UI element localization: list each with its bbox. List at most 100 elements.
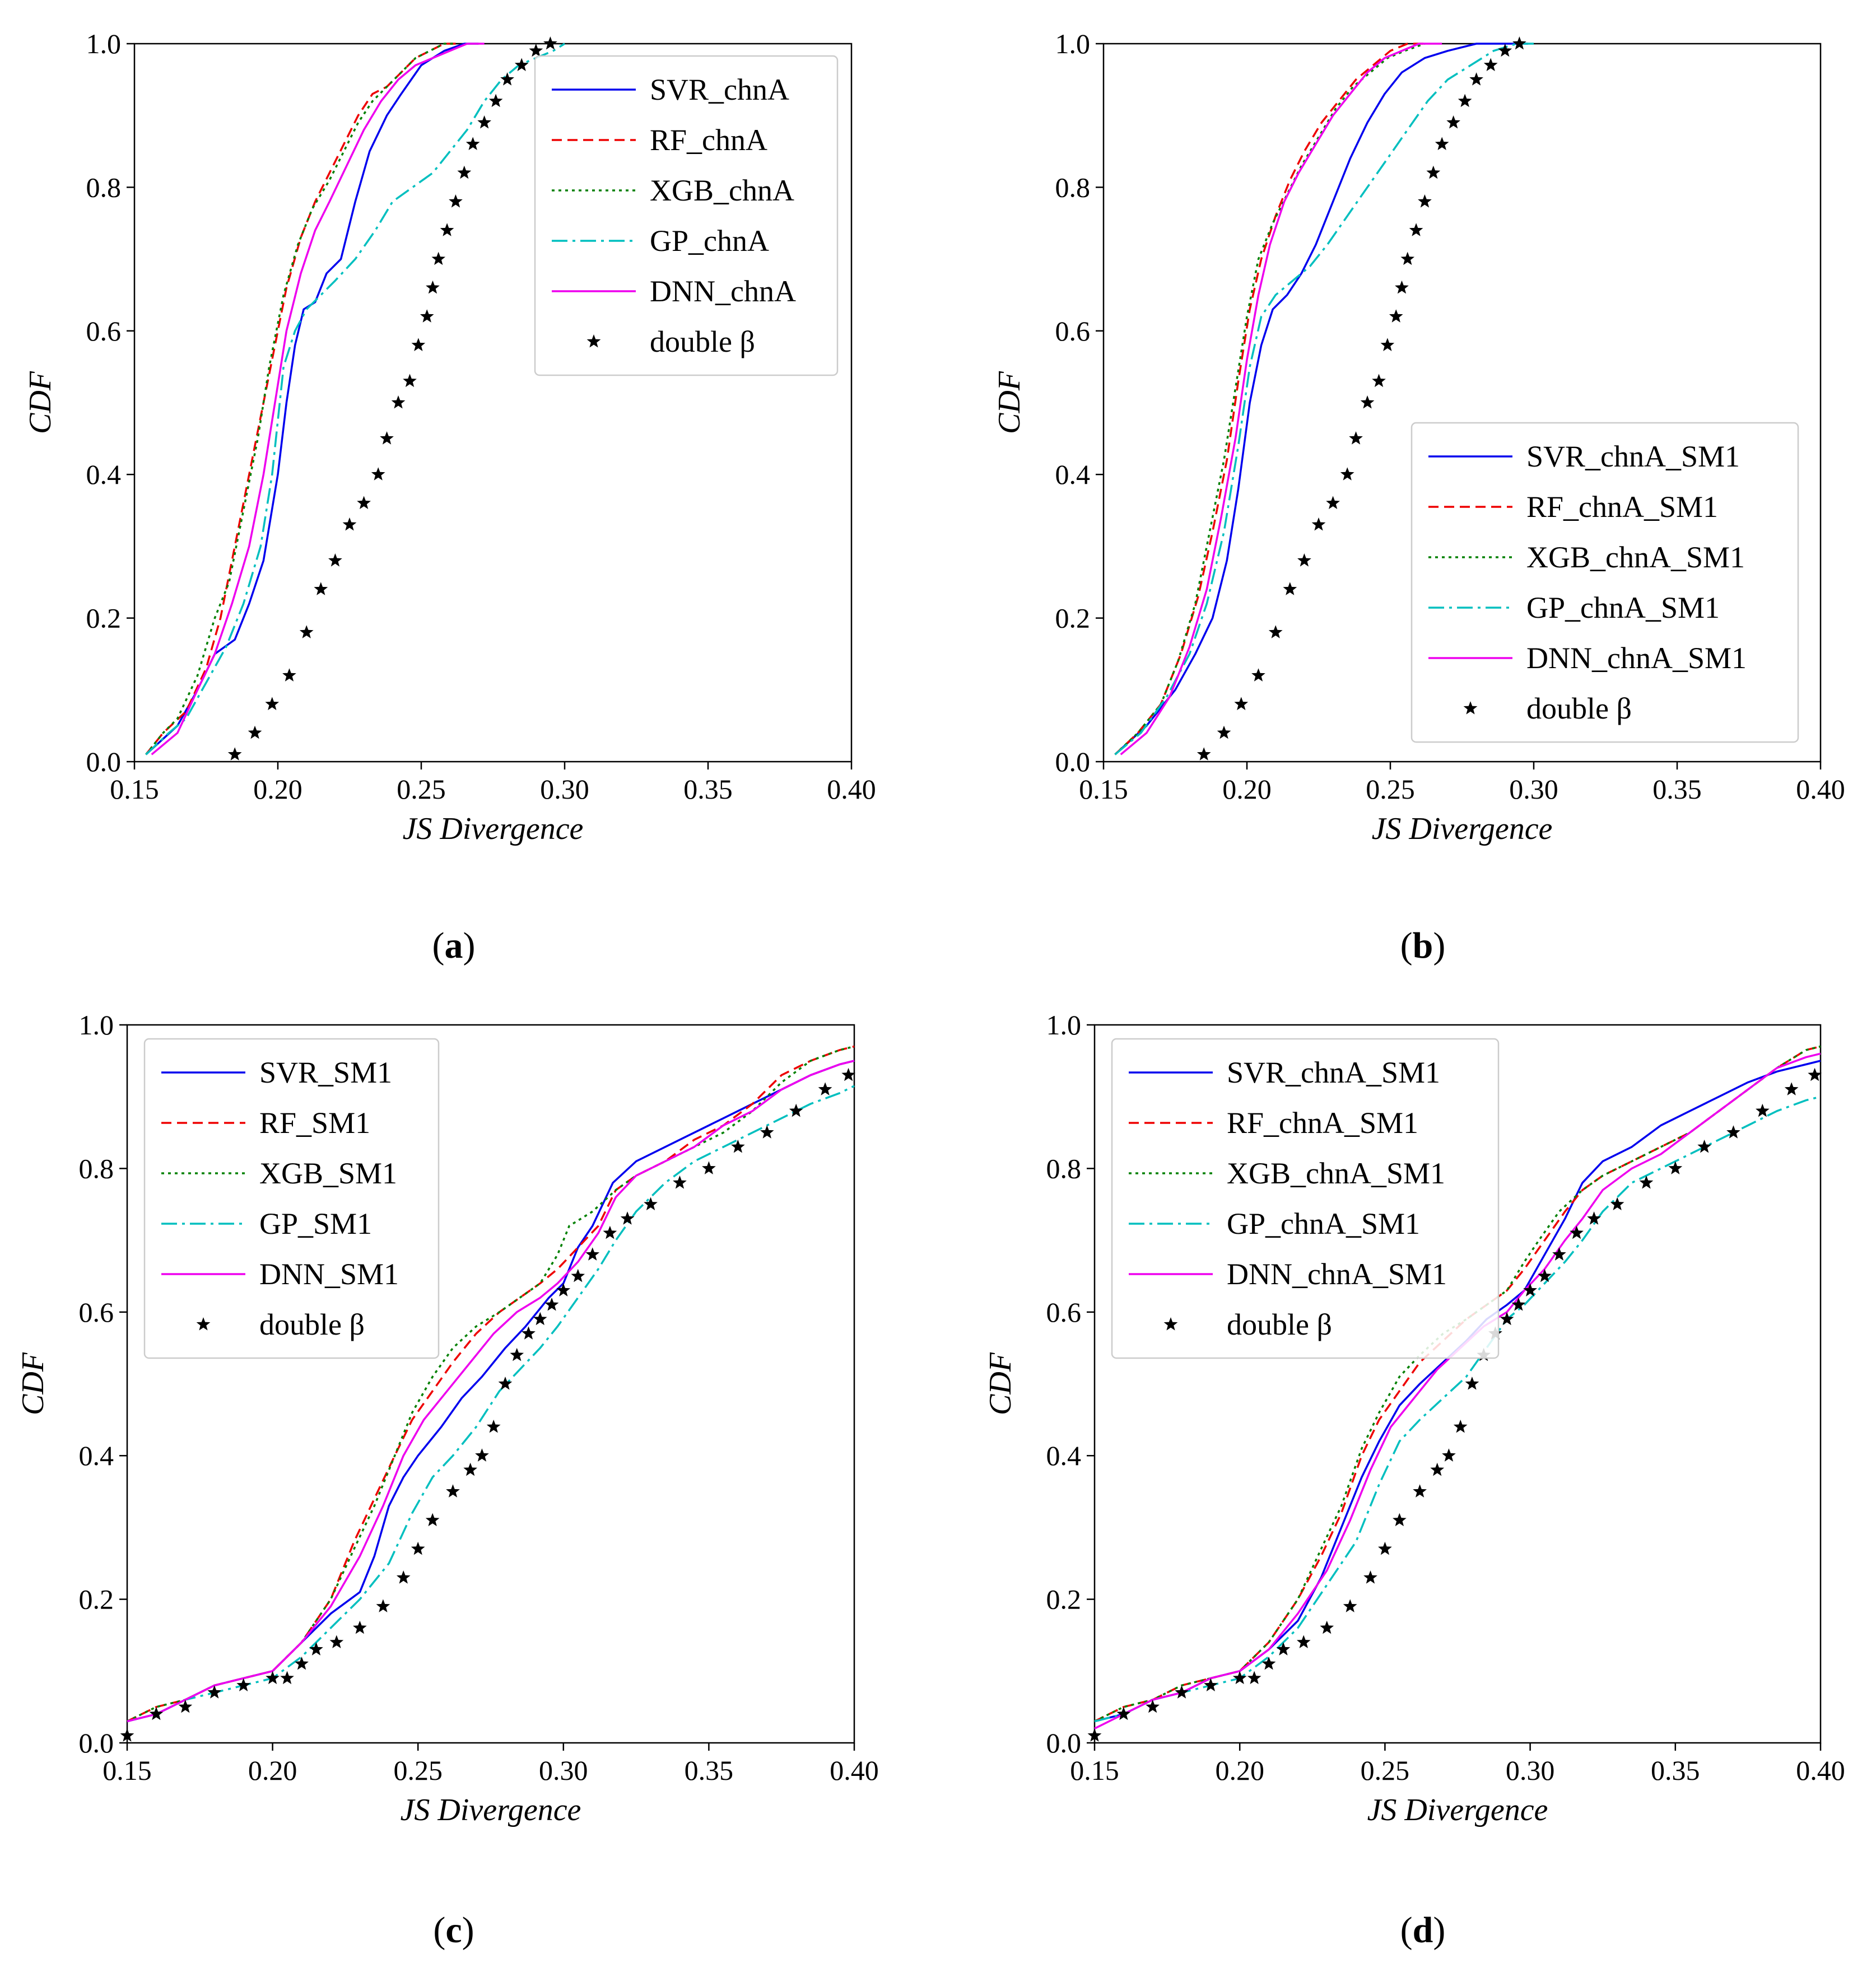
data-point-star <box>1552 1247 1566 1261</box>
legend-item: GP_chnA_SM1 <box>1129 1207 1420 1241</box>
data-point-star <box>1446 115 1460 129</box>
series-line-dnn <box>127 1060 855 1723</box>
data-point-star <box>1320 1620 1334 1634</box>
data-point-star <box>396 1570 411 1584</box>
data-point-star <box>207 1685 222 1699</box>
data-point-star <box>449 194 463 208</box>
y-tick-label: 0.2 <box>86 603 122 634</box>
data-point-star <box>265 697 280 710</box>
data-point-star <box>280 1671 294 1685</box>
data-point-star <box>510 1347 524 1361</box>
data-point-star <box>425 1513 440 1527</box>
data-point-star <box>1268 625 1283 638</box>
legend-item: XGB_chnA_SM1 <box>1428 540 1745 574</box>
x-tick-label: 0.25 <box>1366 773 1415 805</box>
legend-label: GP_chnA <box>650 224 769 258</box>
data-point-star <box>1343 1599 1357 1612</box>
data-point-star <box>149 1706 164 1720</box>
legend-item: RF_chnA_SM1 <box>1428 490 1718 524</box>
data-point-star <box>380 431 394 445</box>
series-line-rf <box>1114 43 1425 756</box>
legend-item: RF_chnA <box>552 123 767 157</box>
data-point-star <box>1538 1269 1552 1283</box>
data-point-star <box>731 1139 745 1153</box>
x-tick-label: 0.15 <box>1079 773 1128 805</box>
legend-label: DNN_chnA_SM1 <box>1526 641 1747 675</box>
data-point-star <box>353 1620 367 1634</box>
legend-label: SVR_SM1 <box>259 1056 392 1089</box>
data-point-star <box>440 223 454 236</box>
x-tick-label: 0.15 <box>110 773 159 805</box>
y-tick-label: 0.2 <box>79 1584 114 1615</box>
x-axis-title: JS Divergence <box>1372 812 1553 846</box>
series-line-gp <box>127 1085 855 1723</box>
axes-frame <box>126 1024 855 1744</box>
data-point-star <box>357 496 371 509</box>
data-point-star <box>446 1484 460 1498</box>
data-point-star <box>1204 1678 1218 1691</box>
data-point-star <box>1372 374 1386 388</box>
data-point-star <box>1393 1513 1407 1527</box>
data-point-star <box>818 1082 832 1095</box>
data-point-star <box>533 1312 547 1326</box>
data-point-star <box>1435 137 1449 150</box>
legend-box <box>1411 422 1799 743</box>
data-point-star <box>760 1125 774 1139</box>
x-tick-label: 0.25 <box>397 773 446 805</box>
panel-label-d: (d) <box>1400 1910 1446 1951</box>
data-point-star <box>1458 94 1472 108</box>
legend-label: RF_SM1 <box>259 1106 370 1140</box>
legend-item: SVR_chnA_SM1 <box>1129 1056 1440 1089</box>
data-point-star <box>1426 165 1441 179</box>
data-point-star <box>1283 582 1297 595</box>
legend-star-icon <box>586 334 601 348</box>
data-point-star <box>431 251 446 265</box>
data-point-star <box>1360 395 1375 409</box>
data-point-star <box>1784 1082 1799 1095</box>
legend: SVR_chnA_SM1 RF_chnA_SM1 XGB_chnA_SM1 GP_ch… <box>1411 422 1799 743</box>
data-point-star <box>1311 517 1326 531</box>
legend-label: SVR_chnA_SM1 <box>1526 440 1740 473</box>
y-tick-label: 0.0 <box>86 746 122 777</box>
data-point-star <box>571 1269 585 1283</box>
legend-label: GP_SM1 <box>259 1207 372 1241</box>
data-point-star <box>585 1247 600 1261</box>
data-point-star <box>1349 431 1363 445</box>
data-point-star <box>178 1699 193 1713</box>
data-point-star <box>411 338 426 351</box>
legend-label: XGB_chnA_SM1 <box>1227 1156 1445 1190</box>
data-point-star <box>1234 697 1249 710</box>
x-tick-label: 0.15 <box>103 1755 152 1786</box>
data-point-star <box>227 747 242 761</box>
y-axis-title: CDF <box>23 371 58 434</box>
data-point-star <box>1418 194 1432 208</box>
x-tick-label: 0.35 <box>683 773 733 805</box>
legend-label: double β <box>259 1308 365 1341</box>
x-tick-label: 0.40 <box>1796 1755 1845 1786</box>
y-tick-label: 0.8 <box>1046 1153 1082 1184</box>
legend-star-icon <box>1463 701 1478 715</box>
legend-label: DNN_chnA_SM1 <box>1227 1257 1447 1291</box>
legend-item: SVR_SM1 <box>161 1056 392 1089</box>
data-point-star <box>529 43 543 57</box>
data-point-star <box>514 58 529 71</box>
data-point-star <box>282 668 296 682</box>
data-point-star <box>1378 1541 1392 1555</box>
legend-item: XGB_chnA_SM1 <box>1129 1156 1445 1190</box>
data-point-star <box>1639 1176 1654 1189</box>
data-point-star <box>1500 1312 1514 1326</box>
data-point-star <box>1340 467 1354 481</box>
x-tick-label: 0.40 <box>1796 773 1845 805</box>
data-point-star <box>1116 1706 1131 1720</box>
data-point-star <box>1251 668 1265 682</box>
legend-star-icon <box>1163 1317 1178 1331</box>
data-point-star <box>1523 1283 1537 1297</box>
data-point-star <box>1413 1484 1427 1498</box>
data-point-star <box>1498 43 1512 57</box>
data-point-star <box>1197 747 1211 761</box>
axes-frame <box>1093 1024 1822 1744</box>
data-point-star <box>1442 1448 1456 1462</box>
panel-label-a: (a) <box>432 925 476 966</box>
panel-label-c: (c) <box>433 1910 474 1951</box>
legend-label: XGB_SM1 <box>259 1156 397 1190</box>
